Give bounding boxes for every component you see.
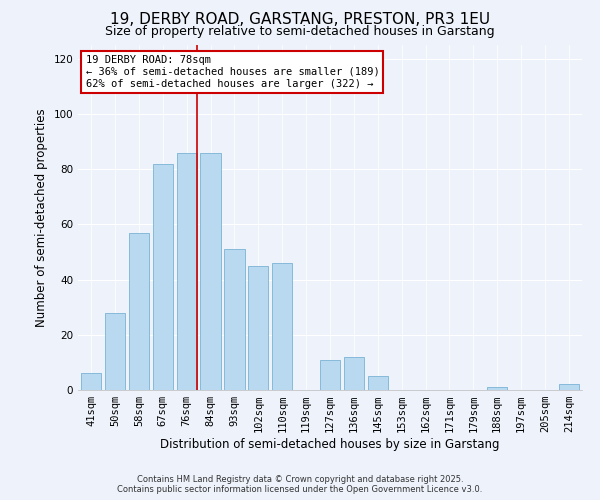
- Text: 19 DERBY ROAD: 78sqm
← 36% of semi-detached houses are smaller (189)
62% of semi: 19 DERBY ROAD: 78sqm ← 36% of semi-detac…: [86, 56, 379, 88]
- Bar: [152, 164, 173, 390]
- Bar: [344, 357, 364, 390]
- Bar: [320, 360, 340, 390]
- Bar: [224, 249, 245, 390]
- Bar: [200, 152, 221, 390]
- Text: Size of property relative to semi-detached houses in Garstang: Size of property relative to semi-detach…: [105, 25, 495, 38]
- Bar: [105, 312, 125, 390]
- Bar: [81, 374, 101, 390]
- Bar: [248, 266, 268, 390]
- Bar: [176, 152, 197, 390]
- Bar: [368, 376, 388, 390]
- Bar: [272, 263, 292, 390]
- Bar: [129, 232, 149, 390]
- Y-axis label: Number of semi-detached properties: Number of semi-detached properties: [35, 108, 48, 327]
- Text: 19, DERBY ROAD, GARSTANG, PRESTON, PR3 1EU: 19, DERBY ROAD, GARSTANG, PRESTON, PR3 1…: [110, 12, 490, 28]
- Text: Contains HM Land Registry data © Crown copyright and database right 2025.
Contai: Contains HM Land Registry data © Crown c…: [118, 474, 482, 494]
- Bar: [559, 384, 579, 390]
- Bar: [487, 387, 508, 390]
- X-axis label: Distribution of semi-detached houses by size in Garstang: Distribution of semi-detached houses by …: [160, 438, 500, 451]
